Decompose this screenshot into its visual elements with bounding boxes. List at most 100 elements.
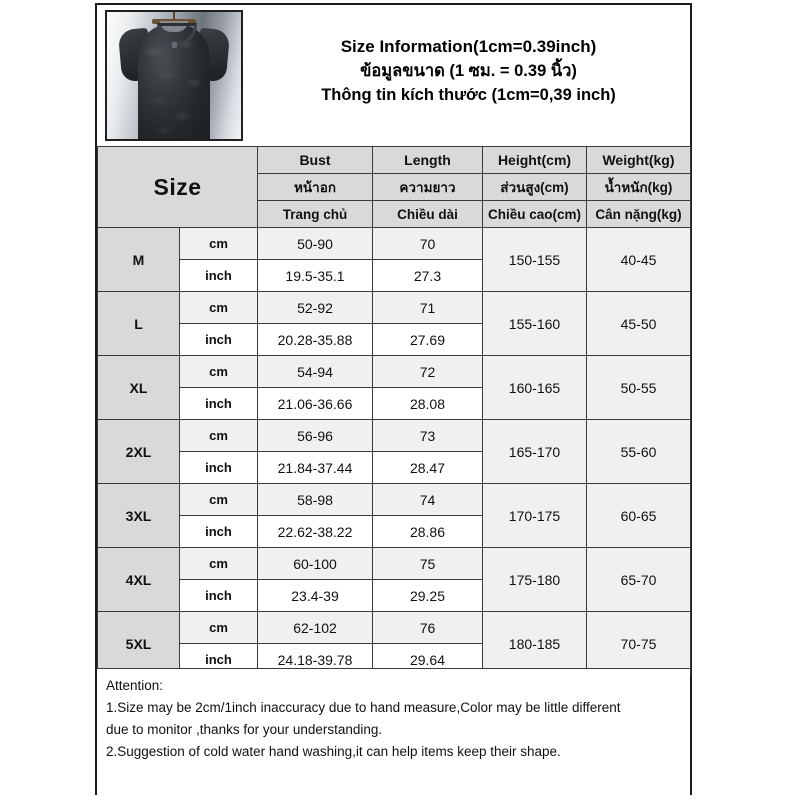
- row-bust-cm: 58-98: [257, 483, 373, 516]
- row-bust-cm: 52-92: [257, 291, 373, 324]
- table-row: inch 20.28-35.88 27.69: [98, 323, 691, 356]
- row-unit-cm: cm: [179, 355, 258, 388]
- row-size-label: XL: [97, 355, 180, 420]
- table-row: inch 21.06-36.66 28.08: [98, 387, 691, 420]
- row-size-label: 2XL: [97, 419, 180, 484]
- table-row: inch 22.62-38.22 28.86: [98, 515, 691, 548]
- row-unit-inch: inch: [179, 323, 258, 356]
- row-weight: 40-45: [586, 227, 691, 292]
- hanger-hook-icon: [173, 12, 175, 20]
- table-row: 5XL cm 62-102 76 180-185 70-75: [97, 611, 691, 676]
- row-length-cm: 76: [372, 611, 483, 644]
- row-length-inch: 28.86: [372, 515, 483, 548]
- header-height-th: ส่วนสูง(cm): [482, 173, 587, 201]
- header-bust-th: หน้าอก: [257, 173, 373, 201]
- row-bust-cm: 54-94: [257, 355, 373, 388]
- row-unit-cm: cm: [179, 547, 258, 580]
- row-unit-cm: cm: [179, 611, 258, 644]
- row-weight: 50-55: [586, 355, 691, 420]
- tshirt-chest-tag: [172, 42, 177, 48]
- attention-line-3: 2.Suggestion of cold water hand washing,…: [106, 743, 561, 759]
- header-height-vi: Chiều cao(cm): [482, 200, 587, 228]
- row-unit-cm: cm: [179, 483, 258, 516]
- row-bust-inch: 21.06-36.66: [257, 387, 373, 420]
- row-bust-cm: 62-102: [257, 611, 373, 644]
- row-size-label: L: [97, 291, 180, 356]
- row-bust-cm: 56-96: [257, 419, 373, 452]
- table-header-row-thai: หน้าอก ความยาว ส่วนสูง(cm) น้ำหนัก(kg): [98, 173, 691, 201]
- table-row: inch 19.5-35.1 27.3: [98, 259, 691, 292]
- content-frame: Size Information(1cm=0.39inch) ข้อมูลขนา…: [95, 3, 692, 795]
- header-area: Size Information(1cm=0.39inch) ข้อมูลขนา…: [97, 5, 690, 145]
- row-length-cm: 73: [372, 419, 483, 452]
- tshirt-torso: [138, 25, 210, 139]
- title-thai: ข้อมูลขนาด (1 ซม. = 0.39 นิ้ว): [360, 61, 577, 80]
- header-weight-en: Weight(kg): [586, 146, 691, 174]
- title-block: Size Information(1cm=0.39inch) ข้อมูลขนา…: [247, 5, 690, 145]
- row-unit-cm: cm: [179, 419, 258, 452]
- row-unit-inch: inch: [179, 259, 258, 292]
- row-size-label: 4XL: [97, 547, 180, 612]
- product-photo: [105, 10, 243, 141]
- row-height: 160-165: [482, 355, 587, 420]
- header-height-en: Height(cm): [482, 146, 587, 174]
- row-unit-cm: cm: [179, 291, 258, 324]
- header-bust-en: Bust: [257, 146, 373, 174]
- row-length-cm: 75: [372, 547, 483, 580]
- row-height: 170-175: [482, 483, 587, 548]
- row-bust-inch: 20.28-35.88: [257, 323, 373, 356]
- row-length-inch: 27.69: [372, 323, 483, 356]
- row-weight: 70-75: [586, 611, 691, 676]
- title-english: Size Information(1cm=0.39inch): [340, 37, 597, 56]
- table-row: 3XL cm 58-98 74 170-175 60-65: [97, 483, 691, 548]
- row-unit-inch: inch: [179, 387, 258, 420]
- row-length-inch: 28.08: [372, 387, 483, 420]
- row-unit-inch: inch: [179, 515, 258, 548]
- table-header-row-vietnamese: Trang chủ Chiều dài Chiều cao(cm) Cân nặ…: [98, 200, 691, 228]
- table-row: inch 21.84-37.44 28.47: [98, 451, 691, 484]
- header-size-label: Size: [97, 146, 258, 228]
- size-table: Size Bust Length Height(cm) Weight(kg) ห…: [97, 146, 691, 676]
- row-bust-inch: 21.84-37.44: [257, 451, 373, 484]
- row-bust-inch: 19.5-35.1: [257, 259, 373, 292]
- row-weight: 45-50: [586, 291, 691, 356]
- row-height: 165-170: [482, 419, 587, 484]
- attention-heading: Attention:: [106, 678, 164, 693]
- row-size-label: 3XL: [97, 483, 180, 548]
- header-bust-vi: Trang chủ: [257, 200, 373, 228]
- row-unit-inch: inch: [179, 451, 258, 484]
- table-row: inch 23.4-39 29.25: [98, 579, 691, 612]
- row-length-cm: 74: [372, 483, 483, 516]
- row-length-inch: 29.25: [372, 579, 483, 612]
- tshirt-illustration: [117, 21, 231, 139]
- row-unit-cm: cm: [179, 227, 258, 260]
- attention-line-2: due to monitor ,thanks for your understa…: [106, 721, 383, 737]
- row-length-inch: 27.3: [372, 259, 483, 292]
- table-row: XL cm 54-94 72 160-165 50-55: [97, 355, 691, 420]
- row-length-cm: 70: [372, 227, 483, 260]
- header-weight-th: น้ำหนัก(kg): [586, 173, 691, 201]
- attention-block: Attention: 1.Size may be 2cm/1inch inacc…: [97, 668, 690, 795]
- header-length-vi: Chiều dài: [372, 200, 483, 228]
- row-length-cm: 72: [372, 355, 483, 388]
- row-size-label: 5XL: [97, 611, 180, 676]
- table-row: 2XL cm 56-96 73 165-170 55-60: [97, 419, 691, 484]
- row-bust-inch: 22.62-38.22: [257, 515, 373, 548]
- table-header-row-english: Size Bust Length Height(cm) Weight(kg): [97, 146, 691, 228]
- attention-line-1: 1.Size may be 2cm/1inch inaccuracy due t…: [106, 699, 621, 715]
- row-weight: 60-65: [586, 483, 691, 548]
- row-weight: 65-70: [586, 547, 691, 612]
- row-height: 180-185: [482, 611, 587, 676]
- row-bust-inch: 23.4-39: [257, 579, 373, 612]
- row-height: 175-180: [482, 547, 587, 612]
- title-vietnamese: Thông tin kích thước (1cm=0,39 inch): [321, 85, 616, 104]
- row-height: 150-155: [482, 227, 587, 292]
- row-height: 155-160: [482, 291, 587, 356]
- row-bust-cm: 60-100: [257, 547, 373, 580]
- header-length-th: ความยาว: [372, 173, 483, 201]
- row-length-inch: 28.47: [372, 451, 483, 484]
- row-unit-inch: inch: [179, 579, 258, 612]
- row-size-label: M: [97, 227, 180, 292]
- table-row: M cm 50-90 70 150-155 40-45: [97, 227, 691, 292]
